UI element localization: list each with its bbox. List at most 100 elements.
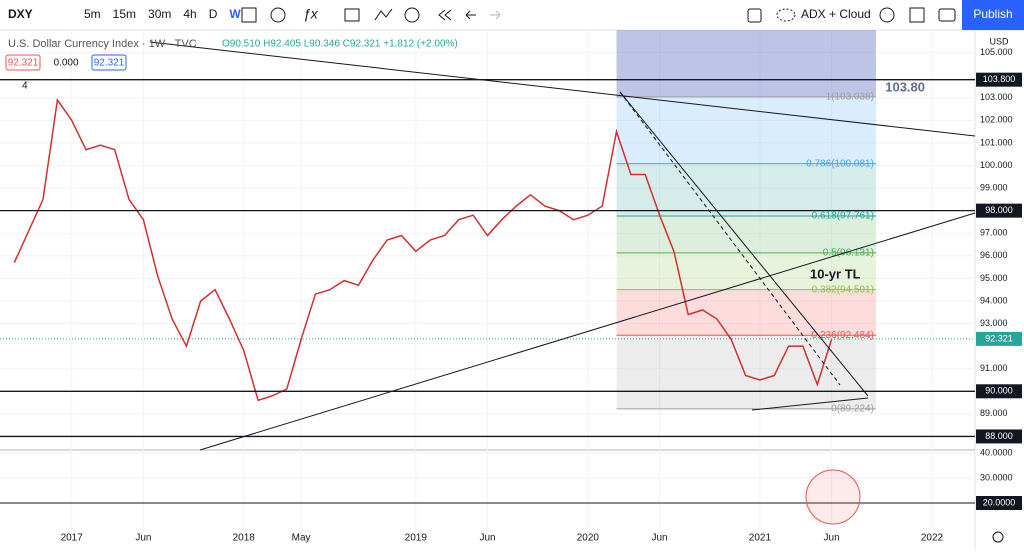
level-badge [976, 429, 1022, 444]
fib-label: 0.236(92.484) [812, 330, 874, 341]
y-tick-label: 97.000 [980, 228, 1008, 238]
fib-label: 0.618(97.761) [812, 211, 874, 222]
legend-badge-value: 0.000 [53, 58, 78, 69]
x-tick-label: Jun [479, 533, 495, 544]
indicator-template[interactable]: ADX + Cloud [801, 7, 871, 21]
trend-line [751, 397, 869, 411]
y-tick-label: 93.000 [980, 318, 1008, 328]
legend-badge-value: 92.321 [94, 58, 125, 69]
level-label: 90.000 [985, 386, 1013, 396]
y-tick-label: 96.000 [980, 250, 1008, 260]
interval[interactable]: W [229, 7, 241, 21]
y-tick-label: 103.000 [980, 92, 1013, 102]
fib-band [616, 163, 876, 217]
level-badge [976, 384, 1022, 399]
add-icon[interactable] [270, 7, 286, 23]
interval[interactable]: 15m [113, 7, 136, 21]
legend-badge [91, 54, 127, 71]
price-line [13, 98, 833, 402]
x-tick-label: 2019 [405, 533, 428, 544]
interval[interactable]: D [209, 7, 218, 21]
line-icon[interactable] [374, 8, 393, 21]
fib-band [616, 289, 876, 336]
level-label: 88.000 [985, 431, 1013, 441]
publish-button[interactable] [962, 0, 1024, 30]
y-tick-label: 91.000 [980, 363, 1008, 373]
fib-label: 0.5(96.131) [823, 247, 874, 258]
snapshot-icon[interactable] [938, 8, 956, 22]
toolbar [0, 0, 1024, 30]
level-badge [976, 72, 1022, 87]
fib-label: 0.382(94.501) [812, 284, 874, 295]
trend-lines [149, 41, 976, 451]
legend-badge [5, 54, 41, 71]
legend-count: 4 [22, 81, 28, 92]
trend-line [619, 91, 869, 397]
interval[interactable]: 4h [183, 7, 196, 21]
x-tick-label: 2020 [577, 533, 600, 544]
fib-band [616, 252, 876, 290]
x-tick-label: 2022 [921, 533, 944, 544]
indicator-tick-label: 40.0000 [980, 447, 1013, 457]
interval[interactable]: 5m [84, 7, 101, 21]
cloud-icon[interactable] [776, 8, 796, 22]
fib-band [616, 96, 876, 164]
currency: USD [989, 36, 1009, 46]
x-tick-label: 2017 [61, 533, 84, 544]
x-tick-label: 2018 [233, 533, 256, 544]
redo-icon[interactable] [490, 10, 501, 20]
y-tick-label: 95.000 [980, 273, 1008, 283]
fib-label: 1(103.038) [826, 92, 874, 103]
indicator-level-badge [976, 496, 1022, 510]
fib-band [616, 335, 876, 409]
toolbar-icons: ƒx Publish DXY ADX + Cloud [8, 0, 1024, 30]
annotation: 10-yr TL [810, 266, 861, 281]
x-tick-label: 2021 [749, 533, 772, 544]
y-tick-label: 100.000 [980, 160, 1013, 170]
level-label: 98.000 [985, 205, 1013, 215]
bars-icon[interactable] [344, 8, 360, 22]
level-badge [976, 203, 1022, 218]
publish-label[interactable]: Publish [973, 7, 1012, 21]
indicator-level-label: 20.0000 [983, 497, 1016, 507]
undo-icon[interactable] [465, 10, 476, 20]
settings-icon[interactable] [879, 7, 895, 23]
current-price-badge [976, 331, 1022, 346]
y-tick-label: 89.000 [980, 408, 1008, 418]
y-tick-label: 99.000 [980, 182, 1008, 192]
trend-line [619, 91, 841, 386]
x-tick-label: Jun [824, 533, 840, 544]
trend-line [199, 212, 976, 451]
trend-line [149, 41, 976, 137]
indicator-tick-label: 30.0000 [980, 472, 1013, 482]
current-price-label: 92.321 [985, 333, 1013, 343]
level-label: 103.800 [983, 74, 1016, 84]
highlight-circle [805, 469, 861, 525]
axis-settings-icon[interactable] [992, 531, 1004, 543]
plot: 89.000 91.000 93.000 94.000 95.000 96.000 97.0… [0, 30, 1022, 544]
y-tick-label: 94.000 [980, 295, 1008, 305]
alert-icon[interactable] [404, 7, 420, 23]
legend-title: U.S. Dollar Currency Index · 1W · TVC [8, 38, 197, 50]
fib-band [616, 30, 876, 97]
replay-icon[interactable] [438, 9, 452, 21]
interval[interactable]: 30m [148, 7, 171, 21]
y-tick-label: 102.000 [980, 115, 1013, 125]
layout-icon[interactable] [747, 8, 762, 23]
fib-label: 0(89.224) [831, 403, 874, 414]
y-tick-label: 101.000 [980, 137, 1013, 147]
fib-label: 0.786(100.081) [806, 158, 874, 169]
legend-badge-value: 92.321 [8, 58, 39, 69]
fx-icon[interactable]: ƒx [303, 6, 319, 22]
fullscreen-icon[interactable] [909, 7, 925, 23]
x-tick-label: May [292, 533, 311, 544]
legend-ohlc: O90.510 H92.405 L90.346 C92.321 +1.812 (… [222, 39, 458, 50]
candle-icon[interactable] [241, 7, 257, 23]
y-tick-label: 105.000 [980, 47, 1013, 57]
x-tick-label: Jun [135, 533, 151, 544]
symbol[interactable]: DXY [8, 7, 33, 21]
annotation: 103.80 [885, 79, 925, 94]
x-tick-label: Jun [651, 533, 667, 544]
